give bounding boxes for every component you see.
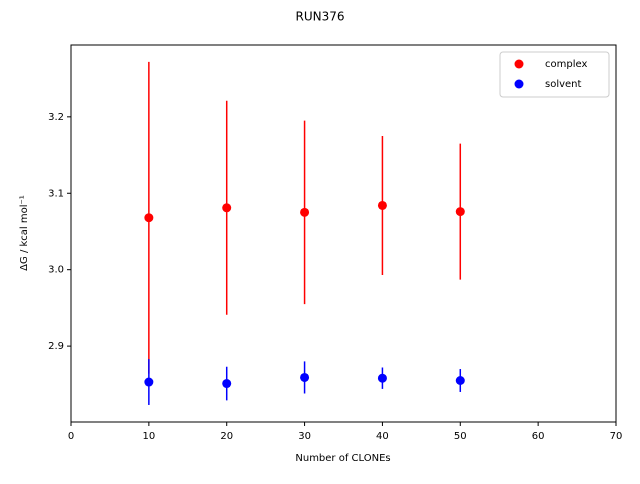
point [455, 207, 465, 217]
legend-label: solvent [545, 79, 582, 90]
y-axis-label: ΔG / kcal mol⁻¹ [19, 195, 30, 271]
point [455, 376, 465, 386]
x-axis-label: Number of CLONEs [295, 453, 390, 464]
chart-title: RUN376 [295, 10, 344, 24]
plot-frame [70, 44, 617, 423]
legend-label: complex [545, 59, 587, 70]
point [300, 207, 310, 217]
y-tick-label: 3.2 [48, 112, 64, 123]
point [300, 372, 310, 382]
x-tick-label: 40 [376, 431, 389, 442]
y-tick-label: 3.1 [48, 188, 64, 199]
legend-marker [514, 79, 524, 89]
x-tick-label: 20 [220, 431, 233, 442]
point [144, 377, 154, 387]
point [222, 379, 232, 389]
x-tick-label: 70 [610, 431, 623, 442]
y-tick-label: 3.0 [48, 265, 64, 276]
x-tick-label: 60 [532, 431, 545, 442]
legend-marker [514, 59, 524, 69]
x-tick-label: 50 [454, 431, 467, 442]
point [377, 200, 387, 210]
point [377, 373, 387, 383]
point [144, 213, 154, 223]
y-tick-label: 2.9 [48, 341, 64, 352]
x-tick-label: 10 [142, 431, 155, 442]
legend-box [499, 51, 610, 98]
x-tick-label: 0 [68, 431, 74, 442]
point [222, 203, 232, 213]
x-tick-label: 30 [298, 431, 311, 442]
